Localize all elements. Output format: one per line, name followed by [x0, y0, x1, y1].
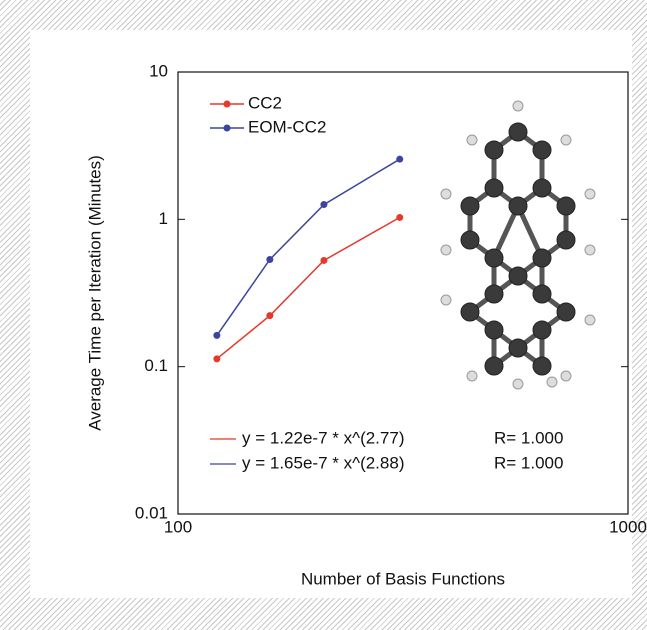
- annotation-fit: y = 1.22e-7 * x^(2.77): [242, 428, 404, 447]
- carbon: [557, 231, 575, 249]
- hydrogen: [441, 189, 451, 199]
- carbon: [533, 179, 551, 197]
- y-tick-label: 0.1: [144, 356, 168, 375]
- hydrogen: [585, 189, 595, 199]
- carbon: [557, 303, 575, 321]
- carbon: [509, 267, 527, 285]
- data-point: [213, 355, 220, 362]
- data-point: [213, 332, 220, 339]
- carbon: [509, 197, 527, 215]
- carbon: [485, 321, 503, 339]
- data-point: [266, 256, 273, 263]
- carbon: [533, 285, 551, 303]
- figure: Number of Basis Functions Average Time p…: [0, 0, 647, 630]
- legend-label: CC2: [248, 93, 282, 112]
- hydrogen: [441, 245, 451, 255]
- carbon: [533, 321, 551, 339]
- carbon: [509, 339, 527, 357]
- carbon: [509, 123, 527, 141]
- hydrogen: [441, 295, 451, 305]
- annotation-r: R= 1.000: [494, 453, 563, 472]
- carbon: [557, 197, 575, 215]
- hydrogen: [585, 245, 595, 255]
- carbon: [485, 249, 503, 267]
- chart: Number of Basis Functions Average Time p…: [0, 0, 647, 630]
- hydrogen: [467, 135, 477, 145]
- carbon: [461, 303, 479, 321]
- data-point: [320, 257, 327, 264]
- y-tick-label: 10: [149, 61, 168, 80]
- carbon: [533, 357, 551, 375]
- annotation-fit: y = 1.65e-7 * x^(2.88): [242, 453, 404, 472]
- hydrogen: [547, 377, 557, 387]
- carbon: [485, 285, 503, 303]
- carbon: [461, 231, 479, 249]
- hydrogen: [585, 315, 595, 325]
- legend-marker: [224, 101, 231, 108]
- data-point: [396, 214, 403, 221]
- carbon: [533, 141, 551, 159]
- y-tick-label: 1: [159, 209, 168, 228]
- hydrogen: [513, 379, 523, 389]
- annotation-r: R= 1.000: [494, 428, 563, 447]
- legend-label: EOM-CC2: [248, 117, 326, 136]
- data-point: [396, 156, 403, 163]
- data-point: [266, 312, 273, 319]
- x-axis-label: Number of Basis Functions: [301, 569, 505, 588]
- carbon: [533, 249, 551, 267]
- hydrogen: [467, 371, 477, 381]
- hydrogen: [561, 371, 571, 381]
- carbon: [485, 141, 503, 159]
- x-tick-label: 1000: [609, 517, 647, 536]
- x-tick-label: 100: [164, 517, 192, 536]
- carbon: [485, 179, 503, 197]
- carbon: [461, 197, 479, 215]
- carbon: [485, 357, 503, 375]
- hydrogen: [513, 101, 523, 111]
- data-point: [320, 201, 327, 208]
- legend-marker: [224, 125, 231, 132]
- hydrogen: [561, 135, 571, 145]
- panel: [30, 30, 632, 598]
- y-axis-label: Average Time per Iteration (Minutes): [85, 155, 104, 431]
